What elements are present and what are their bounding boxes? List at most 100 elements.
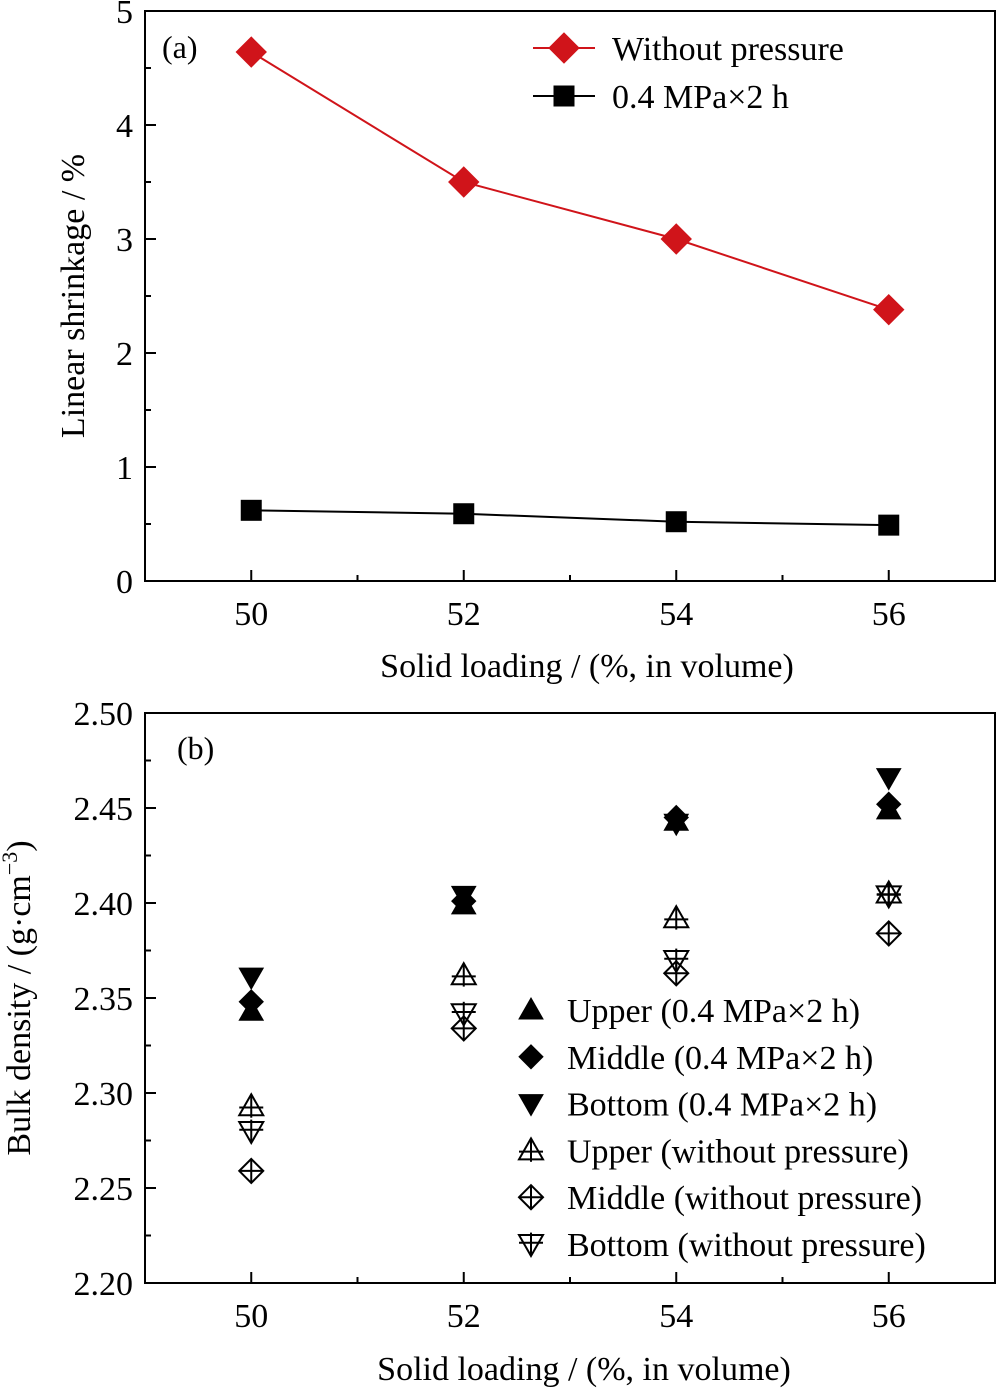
panel-b-x-ticks: 50 52 54 56 — [144, 1272, 996, 1335]
panel-b-y-axis-title: Bulk density / (g·cm−3) — [0, 840, 38, 1155]
series-upper-pressure — [238, 796, 902, 1021]
series-bottom-no-pressure-point — [662, 948, 690, 975]
series-without-pressure-point — [873, 293, 905, 326]
series-bottom-pressure-point — [875, 768, 902, 791]
series-pressure-0-4mpa-point-shape — [240, 499, 262, 521]
series-bottom-pressure-point — [238, 967, 265, 991]
series-middle-pressure-point — [238, 989, 264, 1015]
legend-bottom-pressure-marker — [518, 1094, 544, 1117]
panel-a-y-tick-label: 1 — [116, 450, 133, 487]
series-bottom-no-pressure-point — [237, 1119, 265, 1146]
series-upper-no-pressure-point — [662, 904, 690, 930]
panel-a-y-tick-label: 0 — [116, 564, 133, 601]
series-pressure-0-4mpa-point — [878, 514, 900, 536]
panel-b-x-tick-label: 56 — [872, 1298, 906, 1335]
panel-b-y-axis-title-main: Bulk density / (g·cm — [1, 875, 38, 1155]
series-pressure-0-4mpa-point-shape — [665, 511, 687, 533]
legend-item-upper-no-pressure: Upper (without pressure) — [517, 1133, 909, 1170]
series-bottom-no-pressure-point — [450, 1001, 478, 1028]
panel-a-linear-shrinkage: (a) Solid loading / (%, in volume) Linea… — [55, 0, 996, 685]
series-upper-no-pressure-point — [450, 961, 478, 987]
panel-a-x-ticks: 50 52 54 56 — [144, 570, 996, 633]
series-bottom-no-pressure — [237, 884, 903, 1146]
series-bottom-pressure-point — [663, 813, 690, 837]
panel-b-label: (b) — [177, 730, 214, 766]
series-middle-no-pressure-point — [237, 1157, 265, 1185]
legend-without-pressure-marker-shape — [548, 32, 580, 64]
panel-b-bulk-density: (b) Solid loading / (%, in volume) Bulk … — [0, 696, 996, 1388]
panel-a-y-tick-label: 5 — [116, 0, 133, 31]
panel-b-y-tick-label: 2.30 — [74, 1076, 134, 1113]
panel-a-x-tick-label: 54 — [659, 596, 693, 633]
panel-b-series — [237, 768, 903, 1185]
legend-without-pressure-label: Without pressure — [612, 31, 844, 68]
series-without-pressure-point-shape — [873, 293, 905, 326]
panel-b-y-tick-label: 2.35 — [74, 981, 134, 1018]
panel-b-y-tick-label: 2.45 — [74, 791, 134, 828]
series-pressure-0-4mpa-point-shape — [878, 514, 900, 536]
legend-pressure-0-4mpa-label: 0.4 MPa×2 h — [612, 79, 789, 116]
panel-b-y-tick-label: 2.50 — [74, 696, 134, 733]
series-middle-pressure-point-shape — [876, 791, 902, 817]
legend-middle-pressure-marker — [518, 1044, 544, 1070]
panel-a-y-ticks: 0 1 2 3 4 5 — [116, 0, 156, 601]
legend-bottom-no-pressure-marker — [517, 1232, 545, 1259]
panel-b-y-axis-title-superscript: −3 — [0, 852, 22, 875]
panel-b-x-tick-label: 54 — [659, 1298, 693, 1335]
series-without-pressure-point-shape — [235, 36, 267, 68]
legend-item-bottom-pressure: Bottom (0.4 MPa×2 h) — [518, 1087, 877, 1124]
series-pressure-0-4mpa — [240, 499, 900, 536]
panel-a-y-tick-label: 2 — [116, 336, 133, 373]
panel-b-y-tick-label: 2.20 — [74, 1266, 134, 1303]
legend-upper-pressure-marker — [518, 996, 544, 1020]
series-without-pressure-line — [250, 51, 890, 311]
series-without-pressure — [235, 36, 905, 326]
legend-upper-no-pressure-marker — [517, 1136, 545, 1162]
series-middle-pressure-point — [876, 791, 902, 817]
series-without-pressure-point-shape — [448, 166, 480, 198]
series-bottom-pressure-point — [450, 885, 477, 909]
legend-bottom-pressure-marker-shape — [518, 1094, 544, 1117]
series-without-pressure-point — [660, 223, 692, 255]
legend-pressure-0-4mpa-marker — [553, 85, 575, 107]
legend-middle-no-pressure-label: Middle (without pressure) — [567, 1180, 922, 1217]
panel-a-y-tick-label: 4 — [116, 108, 133, 145]
panel-a-legend: Without pressure 0.4 MPa×2 h — [533, 31, 844, 116]
series-pressure-0-4mpa-point-shape — [453, 503, 475, 525]
legend-middle-no-pressure-marker — [517, 1183, 545, 1211]
series-pressure-0-4mpa-point — [240, 499, 262, 521]
series-bottom-no-pressure-point — [875, 884, 903, 910]
legend-without-pressure-marker — [548, 32, 580, 64]
panel-a-y-axis-title: Linear shrinkage / % — [55, 154, 92, 438]
series-without-pressure-point-shape — [660, 223, 692, 255]
legend-bottom-no-pressure-label: Bottom (without pressure) — [567, 1227, 926, 1264]
series-bottom-pressure-point-shape — [875, 768, 902, 791]
legend-item-without-pressure: Without pressure — [533, 31, 844, 68]
panel-b-y-tick-label: 2.40 — [74, 886, 134, 923]
series-upper-no-pressure-point — [237, 1092, 265, 1118]
legend-upper-pressure-marker-shape — [518, 996, 544, 1020]
legend-item-upper-pressure: Upper (0.4 MPa×2 h) — [518, 993, 860, 1030]
series-pressure-0-4mpa-point — [453, 503, 475, 525]
legend-item-pressure-0-4mpa: 0.4 MPa×2 h — [533, 79, 789, 116]
panel-b-x-tick-label: 52 — [447, 1298, 481, 1335]
series-pressure-0-4mpa-point — [665, 511, 687, 533]
legend-item-bottom-no-pressure: Bottom (without pressure) — [517, 1227, 926, 1264]
legend-middle-pressure-label: Middle (0.4 MPa×2 h) — [567, 1040, 873, 1077]
series-middle-pressure-point-shape — [238, 989, 264, 1015]
panel-a-y-tick-label: 3 — [116, 222, 133, 259]
panel-a-x-tick-label: 50 — [234, 596, 268, 633]
legend-upper-pressure-label: Upper (0.4 MPa×2 h) — [567, 993, 860, 1030]
legend-pressure-0-4mpa-marker-shape — [553, 85, 575, 107]
series-bottom-pressure-point-shape — [663, 813, 690, 837]
panel-b-legend: Upper (0.4 MPa×2 h) Middle (0.4 MPa×2 h) B… — [517, 993, 926, 1264]
panel-a-label: (a) — [162, 29, 198, 65]
panel-b-x-axis-title: Solid loading / (%, in volume) — [377, 1351, 791, 1388]
panel-b-y-axis-title-close: ) — [1, 840, 38, 851]
legend-bottom-pressure-label: Bottom (0.4 MPa×2 h) — [567, 1087, 877, 1124]
series-bottom-pressure — [238, 768, 902, 991]
series-middle-no-pressure-point — [875, 919, 903, 947]
panel-b-y-ticks: 2.20 2.25 2.30 2.35 2.40 2.45 2.50 — [74, 696, 156, 1303]
panel-a-series — [235, 36, 905, 536]
